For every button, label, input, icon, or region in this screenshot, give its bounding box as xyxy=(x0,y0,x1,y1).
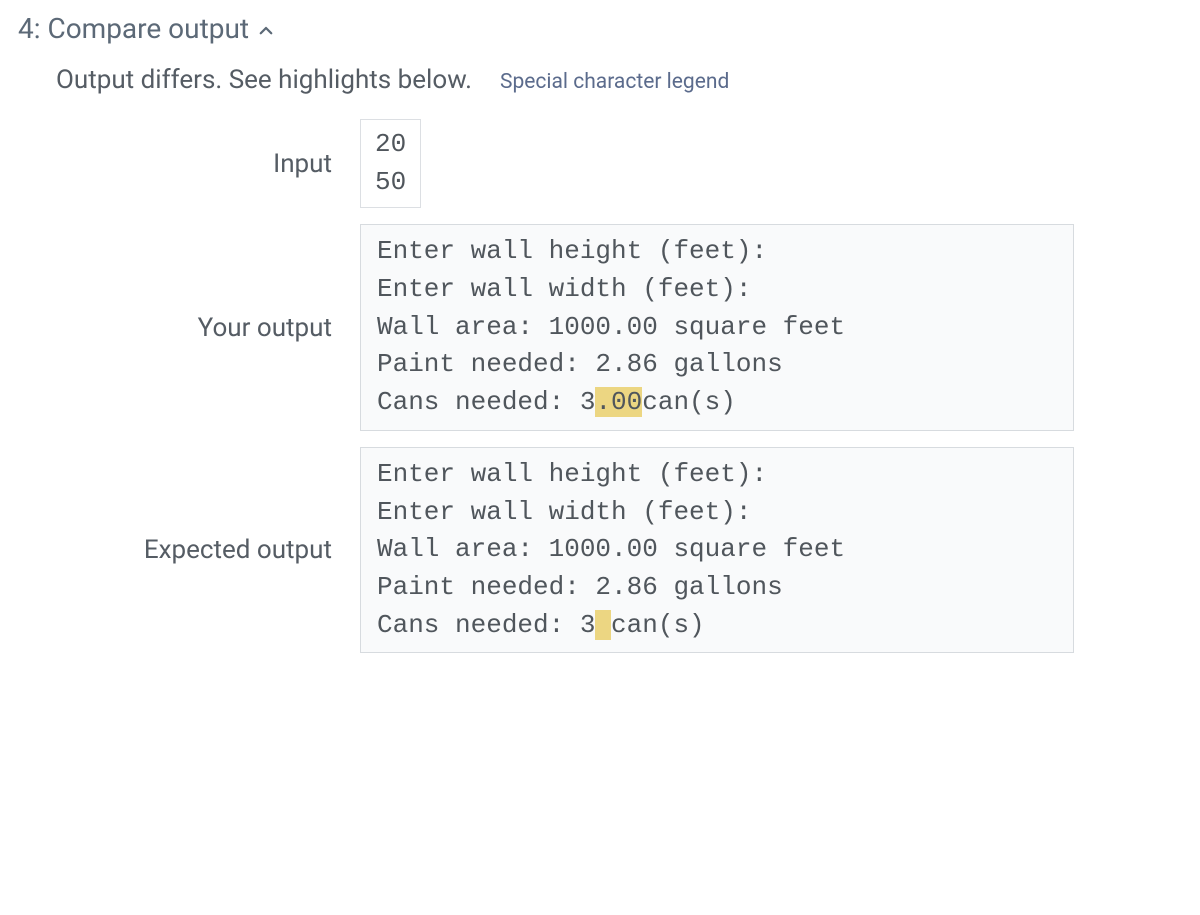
input-row: Input 20 50 xyxy=(40,119,1160,208)
special-character-legend-link[interactable]: Special character legend xyxy=(500,70,729,94)
expected-output-line-4: Paint needed: 2.86 gallons xyxy=(377,572,783,602)
expected-output-row: Expected output Enter wall height (feet)… xyxy=(40,447,1160,653)
your-output-highlight: .00 xyxy=(595,387,642,417)
expected-output-line-3: Wall area: 1000.00 square feet xyxy=(377,534,845,564)
input-box: 20 50 xyxy=(360,119,421,208)
expected-output-line-5a: Cans needed: 3 xyxy=(377,610,595,640)
input-label: Input xyxy=(40,149,360,179)
your-output-label: Your output xyxy=(40,313,360,343)
status-message: Output differs. See highlights below. xyxy=(56,65,472,95)
your-output-line-1: Enter wall height (feet): xyxy=(377,236,767,266)
chevron-up-icon xyxy=(257,22,271,36)
expected-output-highlight xyxy=(595,610,611,640)
input-line-1: 20 xyxy=(375,129,406,159)
your-output-line-2: Enter wall width (feet): xyxy=(377,274,751,304)
your-output-row: Your output Enter wall height (feet): En… xyxy=(40,224,1160,430)
section-header[interactable]: 4: Compare output xyxy=(0,0,1200,55)
expected-output-label: Expected output xyxy=(40,535,360,565)
your-output-line-5b: can(s) xyxy=(642,387,736,417)
expected-output-line-5b: can(s) xyxy=(611,610,705,640)
status-row: Output differs. See highlights below. Sp… xyxy=(0,55,1200,119)
expected-output-box: Enter wall height (feet): Enter wall wid… xyxy=(360,447,1074,653)
your-output-line-3: Wall area: 1000.00 square feet xyxy=(377,312,845,342)
your-output-box: Enter wall height (feet): Enter wall wid… xyxy=(360,224,1074,430)
section-title: 4: Compare output xyxy=(18,12,249,45)
your-output-line-5a: Cans needed: 3 xyxy=(377,387,595,417)
expected-output-line-1: Enter wall height (feet): xyxy=(377,459,767,489)
input-line-2: 50 xyxy=(375,167,406,197)
your-output-line-4: Paint needed: 2.86 gallons xyxy=(377,349,783,379)
comparison-table: Input 20 50 Your output Enter wall heigh… xyxy=(0,119,1200,699)
expected-output-line-2: Enter wall width (feet): xyxy=(377,497,751,527)
